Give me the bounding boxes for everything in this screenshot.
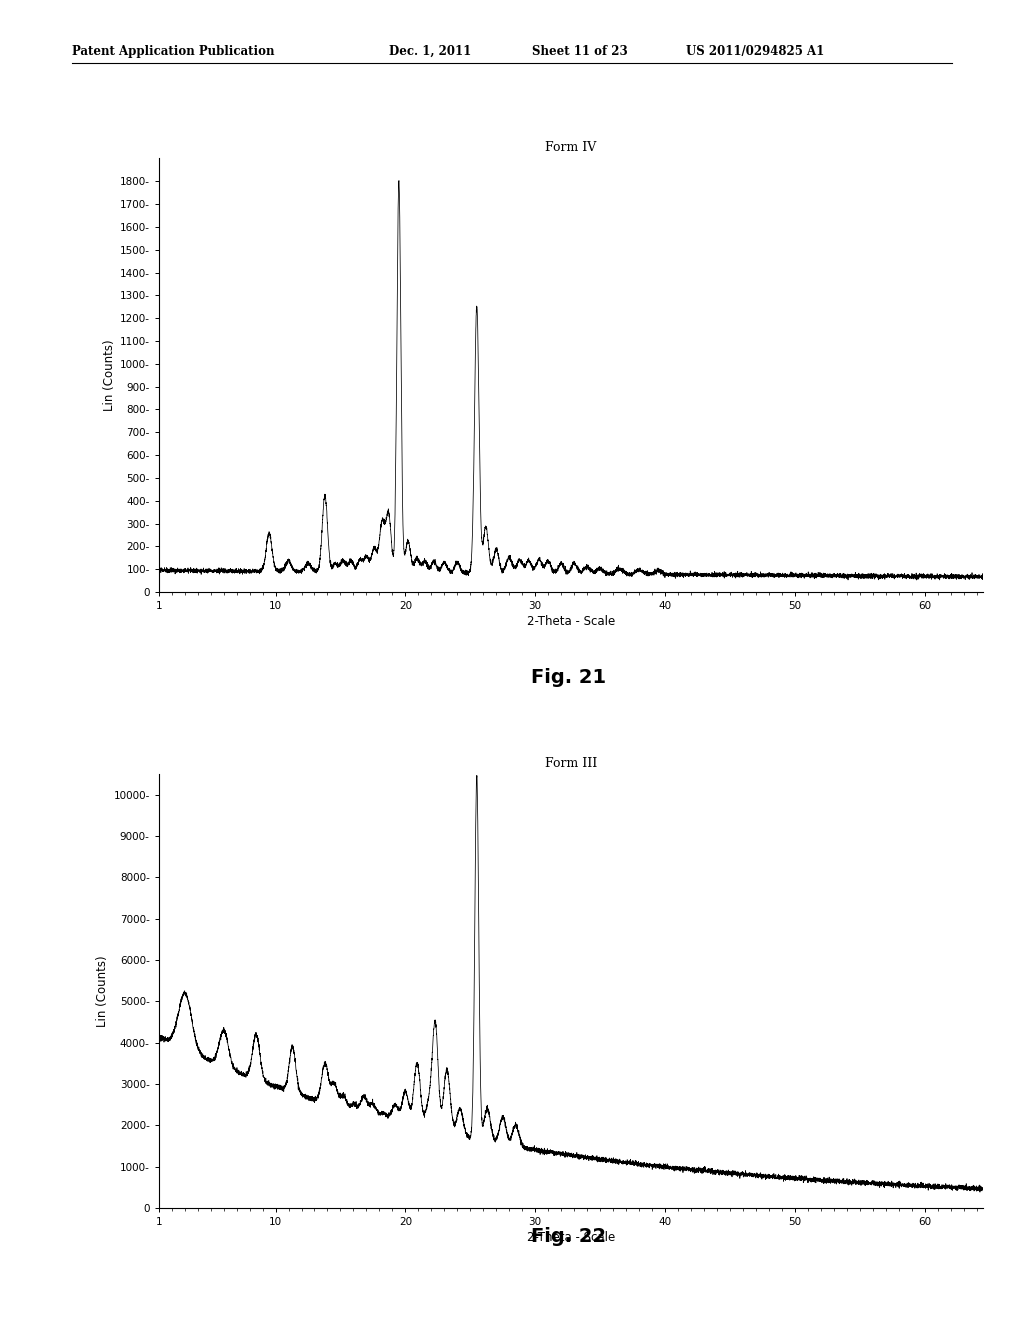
Text: Dec. 1, 2011: Dec. 1, 2011 <box>389 45 471 58</box>
Text: Sheet 11 of 23: Sheet 11 of 23 <box>532 45 629 58</box>
Y-axis label: Lin (Counts): Lin (Counts) <box>96 956 110 1027</box>
X-axis label: 2-Theta - Scale: 2-Theta - Scale <box>526 1232 615 1243</box>
X-axis label: 2-Theta - Scale: 2-Theta - Scale <box>526 615 615 628</box>
Title: Form III: Form III <box>545 758 597 770</box>
Y-axis label: Lin (Counts): Lin (Counts) <box>102 339 116 411</box>
Text: Fig. 21: Fig. 21 <box>530 668 606 686</box>
Text: US 2011/0294825 A1: US 2011/0294825 A1 <box>686 45 824 58</box>
Text: Patent Application Publication: Patent Application Publication <box>72 45 274 58</box>
Title: Form IV: Form IV <box>545 141 597 154</box>
Text: Fig. 22: Fig. 22 <box>530 1228 606 1246</box>
